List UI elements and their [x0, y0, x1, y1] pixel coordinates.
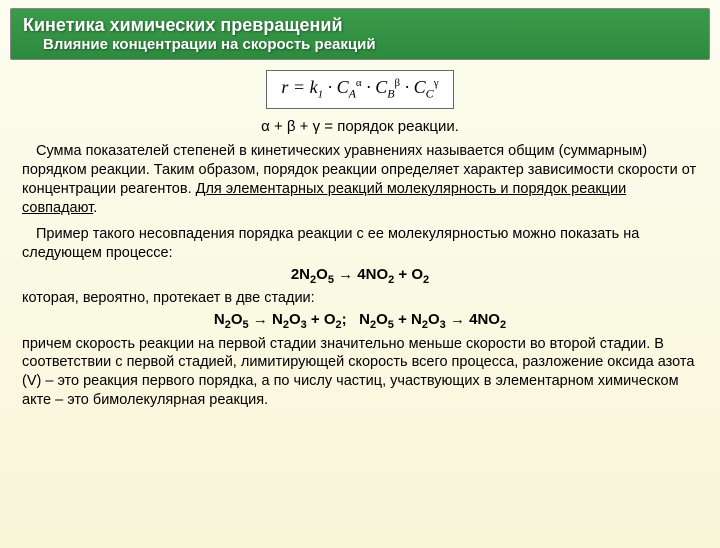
- paragraph-1: Сумма показателей степеней в кинетически…: [22, 142, 698, 217]
- order-equation: α + β + γ = порядок реакции.: [22, 117, 698, 137]
- slide-header: Кинетика химических превращений Влияние …: [10, 8, 710, 60]
- equation-2: N2O5 → N2O3 + O2; N2O5 + N2O3 → 4NO2: [22, 310, 698, 332]
- rate-formula: r = k1 · CAα · CBβ · CCγ: [266, 70, 454, 109]
- paragraph-2: Пример такого несовпадения порядка реакц…: [22, 225, 698, 263]
- equation-1: 2N2O5 → 4NO2 + O2: [22, 265, 698, 287]
- header-subtitle: Влияние концентрации на скорость реакций: [43, 36, 697, 53]
- content-area: α + β + γ = порядок реакции. Сумма показ…: [0, 117, 720, 410]
- paragraph-3: которая, вероятно, протекает в две стади…: [22, 289, 698, 308]
- paragraph-4: причем скорость реакции на первой стадии…: [22, 335, 698, 410]
- header-title: Кинетика химических превращений: [23, 15, 697, 36]
- para1-text2: .: [93, 200, 97, 216]
